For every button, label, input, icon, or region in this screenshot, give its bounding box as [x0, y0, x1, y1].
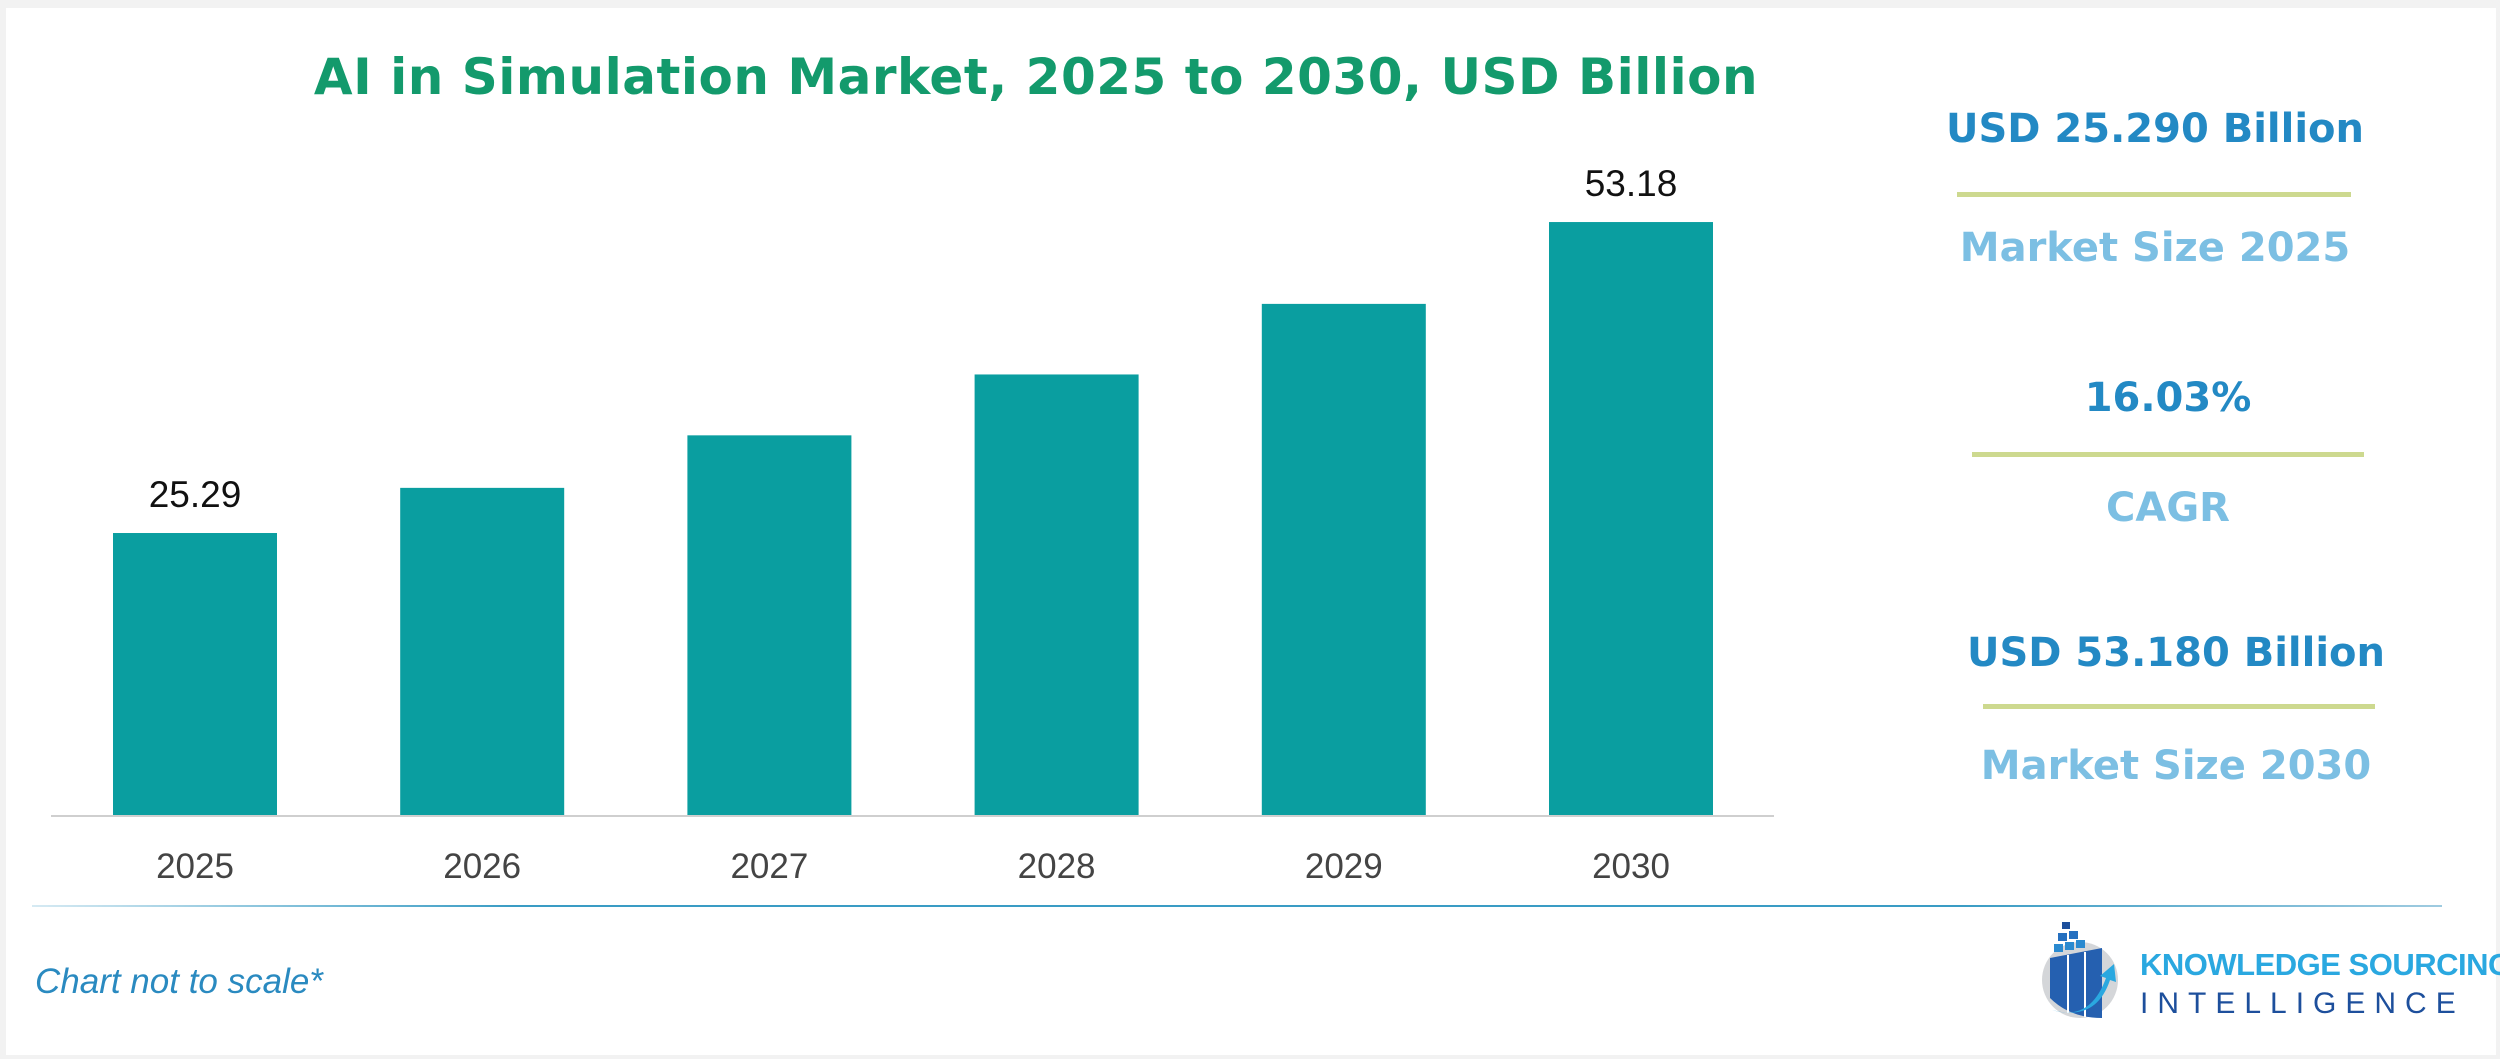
x-tick-label: 2028	[1018, 847, 1096, 886]
data-label: 53.18	[1585, 163, 1678, 204]
chart-title: AI in Simulation Market, 2025 to 2030, U…	[313, 48, 1759, 106]
bar-2029	[1261, 303, 1426, 815]
x-tick-label: 2029	[1305, 847, 1383, 886]
bar-chart: 2025 25.29 2026 2027 2028 2029 2030 53.18	[51, 163, 1774, 886]
stat-divider	[1972, 452, 2364, 457]
stat-cagr-label: CAGR	[2106, 485, 2230, 531]
bar-2025	[113, 533, 277, 815]
stat-divider	[1957, 192, 2351, 197]
bar-2028	[974, 374, 1139, 815]
knowledge-sourcing-logo-icon	[2042, 922, 2118, 1018]
logo-text-line1: KNOWLEDGE SOURCING	[2140, 947, 2500, 982]
data-label: 25.29	[149, 474, 242, 515]
stat-market-size-2025-value: USD 25.290 Billion	[1946, 106, 2364, 152]
stat-cagr-value: 16.03%	[2084, 375, 2252, 421]
footer-divider	[32, 905, 2442, 907]
stat-market-size-2025-label: Market Size 2025	[1959, 225, 2351, 271]
bar-2030	[1549, 222, 1713, 816]
x-tick-label: 2025	[156, 847, 234, 886]
x-tick-label: 2027	[730, 847, 808, 886]
bar-2026	[400, 487, 565, 815]
chart-note: Chart not to scale*	[35, 962, 323, 1001]
logo-text-line2: INTELLIGENCE	[2140, 987, 2465, 1020]
x-tick-label: 2030	[1592, 847, 1670, 886]
x-tick-label: 2026	[443, 847, 521, 886]
bar-2027	[687, 435, 852, 815]
stat-market-size-2030-value: USD 53.180 Billion	[1967, 630, 2385, 676]
stat-divider	[1983, 704, 2375, 709]
stat-market-size-2030-label: Market Size 2030	[1980, 743, 2372, 789]
